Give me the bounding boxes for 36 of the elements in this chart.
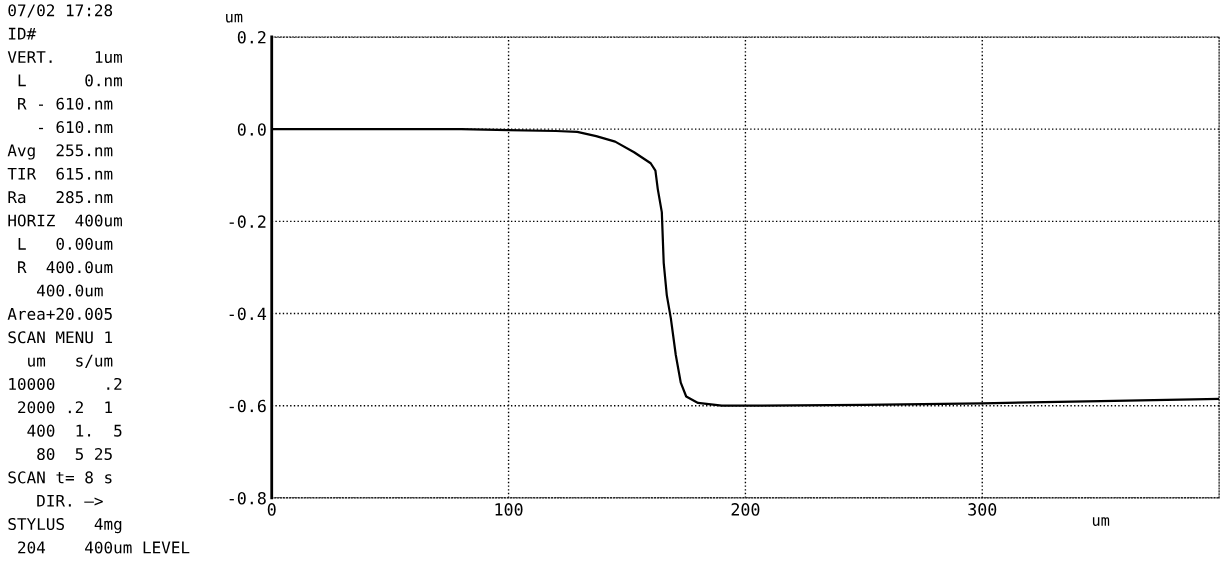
text: 204 400um LEVEL [18, 541, 190, 554]
y-tick-label: 0.0 [237, 123, 266, 136]
text: SCAN MENU 1 [8, 331, 113, 344]
text: 400 1. 5 [27, 424, 122, 437]
text: DIR. —> [37, 494, 103, 507]
text: um s/um [28, 354, 113, 368]
text: 10000 .2 [9, 377, 122, 390]
text: L 0.nm [18, 74, 122, 87]
text: STYLUS 4mg [8, 517, 122, 534]
y-tick-label: 0.2 [237, 30, 266, 44]
x-axis-title: um [1092, 517, 1110, 526]
text: R - 610.nm [18, 97, 113, 110]
text: TIR 615.nm [7, 167, 113, 180]
text: HORIZ 400um [8, 214, 122, 227]
y-axis-title: um [226, 13, 243, 23]
text: 400.0um [36, 284, 103, 297]
text: VERT. 1um [7, 51, 122, 64]
text: R 400.0um [18, 261, 113, 274]
y-tick-label: -0.4 [229, 307, 267, 321]
text: L 0.00um [18, 237, 113, 250]
text: Ra 285.nm [8, 191, 113, 204]
text: Avg 255.nm [7, 144, 113, 160]
text: Area+20.005 [7, 307, 112, 320]
x-tick-label: 300 [968, 503, 997, 516]
x-tick-label: 0 [267, 503, 276, 516]
text: ID# [8, 27, 37, 40]
x-tick-label: 200 [731, 503, 760, 516]
y-tick-label: -0.6 [229, 399, 266, 413]
x-tick-label: 100 [495, 503, 523, 516]
text: 07/02 17:28 [8, 4, 113, 18]
y-tick-label: -0.2 [229, 215, 266, 228]
text: - 610.nm [38, 121, 113, 134]
text: 80 5 25 [37, 447, 112, 461]
y-tick-label: -0.8 [229, 491, 266, 505]
text: SCAN t= 8 s [8, 471, 112, 484]
text: 2000 .2 1 [18, 401, 113, 414]
